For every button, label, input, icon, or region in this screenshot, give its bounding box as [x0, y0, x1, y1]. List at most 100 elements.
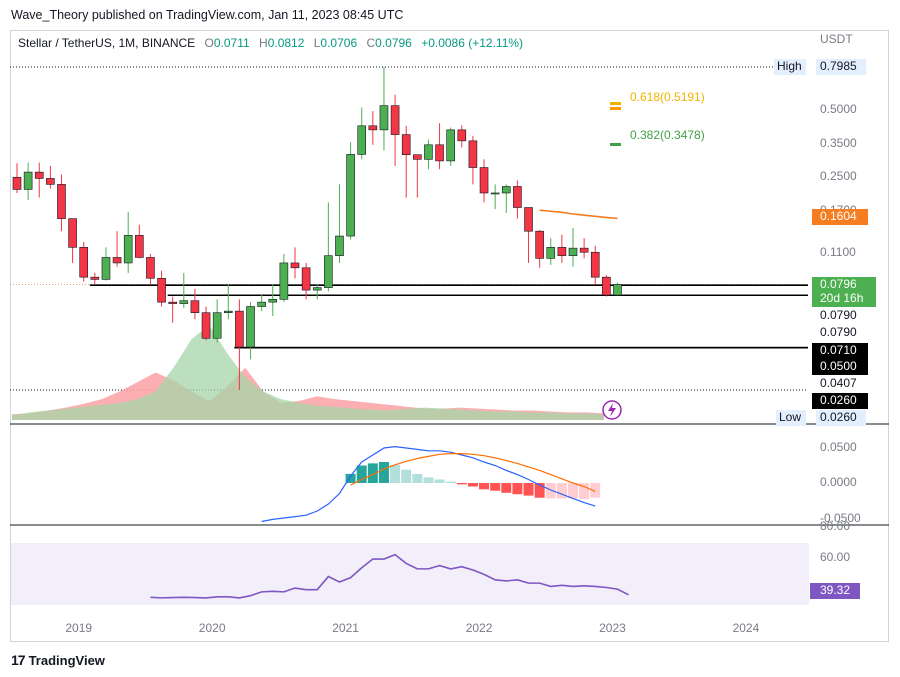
candle-body: [223, 310, 233, 314]
rsi-value-bg: [810, 583, 860, 599]
macd-histogram-bar: [579, 483, 590, 500]
current-price: 0.0796: [820, 277, 857, 291]
candle-body: [424, 144, 433, 160]
candle-body: [279, 262, 289, 300]
candle-body: [401, 134, 411, 156]
high-label-bg: [774, 59, 806, 75]
macd-histogram-bar: [556, 483, 567, 499]
fib-marker: [610, 143, 621, 146]
candle-body: [513, 186, 522, 208]
rsi-line: [150, 553, 629, 599]
candle-body: [368, 125, 378, 131]
tradingview-brand[interactable]: 17 TradingView: [11, 652, 105, 668]
tradingview-label: TradingView: [28, 652, 105, 668]
high-value-bg: [816, 59, 866, 75]
candle-body: [190, 300, 200, 314]
time-label: 2021: [332, 621, 359, 635]
macd-histogram-bar: [367, 463, 378, 483]
candle-body: [246, 306, 255, 348]
macd-tick: 0.0500: [820, 440, 857, 454]
macd-tick: -0.0500: [820, 511, 861, 525]
candle-body: [90, 276, 100, 280]
low-value: 0.0706: [320, 36, 358, 50]
candle-body: [23, 171, 33, 190]
rsi-tick: 80.00: [820, 519, 850, 533]
candle-body: [201, 312, 211, 339]
price-tick: 0.2500: [820, 169, 857, 183]
macd-histogram-bar: [479, 483, 490, 490]
price-tag-bg: [812, 209, 868, 225]
close-label: C: [366, 36, 376, 50]
candle-body: [390, 105, 400, 135]
high-label: High: [777, 59, 802, 73]
sma-line: [539, 209, 618, 220]
macd-histogram-bar: [456, 483, 467, 485]
macd-histogram-bar: [467, 483, 478, 487]
macd-histogram-bar: [401, 469, 412, 483]
countdown: 20d 16h: [820, 291, 863, 305]
price-tag: 0.0500: [820, 359, 857, 373]
symbol-name: Stellar / TetherUS, 1M, BINANCE: [18, 36, 196, 50]
rsi-tick: 60.00: [820, 550, 850, 564]
candle-body: [290, 262, 300, 269]
price-tag-bg: [812, 343, 868, 359]
candle-body: [268, 299, 278, 303]
candle-body: [312, 287, 322, 291]
time-label: 2024: [733, 621, 760, 635]
change-value: +0.0086 (+12.11%): [421, 36, 524, 50]
candle-body: [590, 251, 600, 278]
high-value: 0.7985: [820, 59, 857, 73]
candle-body: [34, 171, 44, 179]
rsi-value: 39.32: [820, 583, 850, 597]
candle-body: [468, 140, 478, 168]
macd-line: [261, 445, 596, 523]
time-label: 2023: [599, 621, 626, 635]
candle-body: [235, 310, 244, 348]
candle-body: [435, 144, 444, 162]
candle-body: [602, 276, 611, 296]
low-value-bg: [816, 410, 866, 426]
candle-body: [457, 129, 467, 142]
lightning-icon: [602, 400, 622, 420]
sma-line-path: [539, 209, 618, 220]
axis-unit: USDT: [820, 32, 853, 46]
high-label: H: [259, 36, 268, 50]
candle-body: [301, 267, 311, 291]
fib-label: 0.618(0.5191): [630, 90, 705, 104]
candle-body: [335, 235, 344, 256]
candle-body: [12, 176, 22, 190]
macd-histogram-bar: [423, 477, 434, 483]
macd-histogram-bar: [534, 483, 545, 498]
macd-histogram-bar: [445, 481, 456, 483]
candle-body: [568, 247, 578, 256]
macd-pane: 0.0500 0.0000 -0.0500: [261, 440, 861, 525]
candle-body: [479, 167, 489, 194]
price-tick: 0.3500: [820, 136, 857, 150]
time-axis: 2019 2020 2021 2022 2023 2024: [65, 621, 759, 635]
price-tag-bg: [812, 376, 868, 392]
price-tag: 0.0710: [820, 343, 857, 357]
candle-body: [257, 301, 266, 307]
candle-body: [101, 257, 111, 280]
close-value: 0.0796: [375, 36, 412, 50]
low-value: 0.0260: [820, 410, 857, 424]
price-tick: 0.5000: [820, 102, 857, 116]
price-tag: 0.0407: [820, 376, 857, 390]
macd-histogram-bar: [590, 483, 601, 498]
macd-histogram-bar: [434, 479, 445, 483]
candle-body: [135, 235, 144, 258]
price-axis: USDT0.50000.35000.25000.17000.1100High0.…: [774, 32, 876, 426]
low-label-bg: [776, 410, 806, 426]
candle-body: [613, 284, 622, 296]
candle-body: [501, 186, 511, 194]
macd-histogram-bar: [356, 465, 367, 483]
fib-label: 0.382(0.3478): [630, 128, 705, 142]
candle-body: [57, 184, 66, 219]
candle-body: [212, 312, 222, 339]
candle-body: [446, 129, 455, 162]
macd-histogram-bar: [490, 483, 501, 491]
candle-body: [490, 192, 500, 195]
price-tick: 0.1100: [820, 245, 856, 259]
chart-frame: [10, 30, 889, 642]
